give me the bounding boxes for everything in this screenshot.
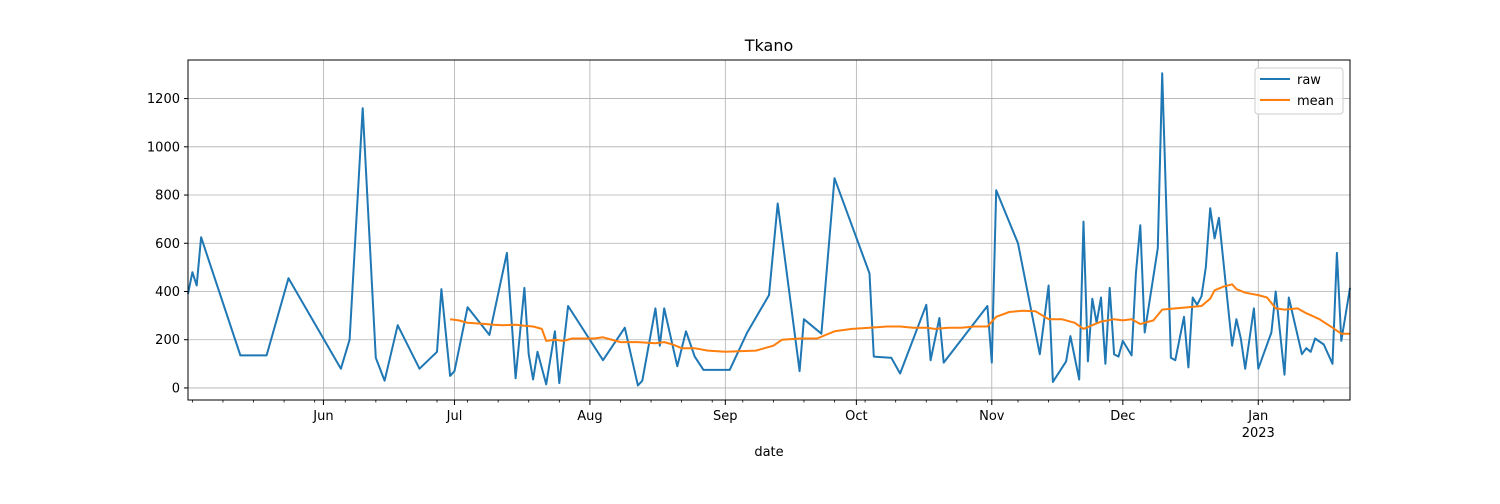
series-line-raw	[187, 72, 1351, 387]
y-tick-label: 1000	[147, 140, 180, 155]
chart-title: Tkano	[744, 36, 794, 55]
y-tick-label: 600	[155, 237, 180, 252]
x-tick-label: Oct	[845, 409, 867, 424]
y-tick-label: 1200	[147, 92, 180, 107]
x-tick-label: Aug	[577, 409, 602, 424]
y-tick-label: 400	[155, 285, 180, 300]
series-line-mean	[449, 283, 1350, 353]
y-tick-label: 200	[155, 333, 180, 348]
x-tick-label: Jan	[1247, 409, 1268, 424]
series-lines	[187, 72, 1351, 387]
x-tick-label: Jun	[312, 409, 333, 424]
plot-frame	[187, 59, 1351, 401]
x-axis: Jun Jul Aug Sep Oct Nov Dec Jan 2023	[191, 400, 1325, 441]
y-axis: 0 200 400 600 800 1000 1200	[147, 92, 188, 396]
y-tick-label: 800	[155, 189, 180, 204]
x-tick-label: Nov	[979, 409, 1005, 424]
x-tick-sublabel: 2023	[1242, 426, 1275, 441]
legend-label-raw: raw	[1297, 73, 1321, 88]
y-tick-label: 0	[172, 381, 180, 396]
x-tick-label: Dec	[1110, 409, 1135, 424]
legend-label-mean: mean	[1297, 94, 1334, 109]
x-tick-label: Jul	[446, 409, 463, 424]
x-tick-label: Sep	[713, 409, 738, 424]
legend: raw mean	[1254, 67, 1344, 115]
x-axis-label: date	[754, 445, 783, 460]
